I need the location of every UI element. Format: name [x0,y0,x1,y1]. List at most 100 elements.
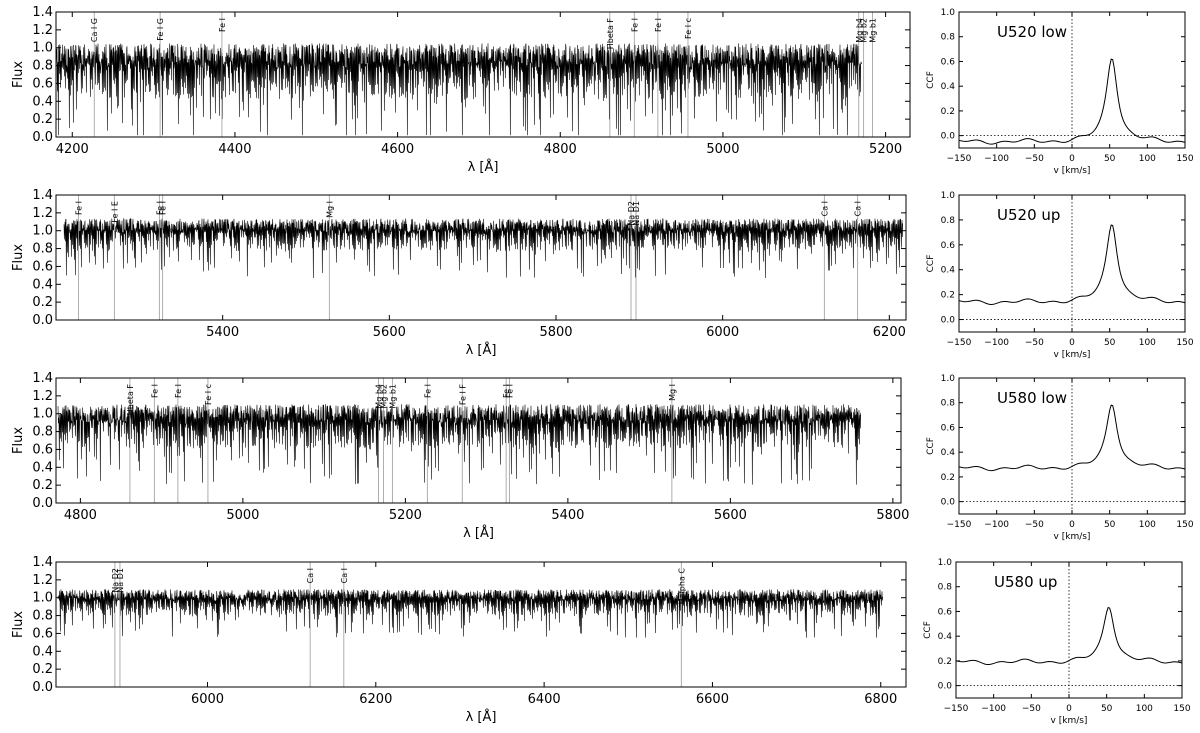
y-tick-label: 0.6 [941,423,956,433]
ccf-curve [955,606,1183,666]
x-tick-label: 6200 [873,325,906,340]
y-tick-label: 1.2 [32,206,53,221]
spectrum-line [55,43,862,136]
y-tick-label: 0.8 [941,216,956,226]
ccf-title: U520 low [997,23,1067,41]
x-tick-label: 6000 [706,325,739,340]
y-tick-label: 0.2 [32,662,53,677]
line-marker-label: Fe I c [684,18,693,39]
x-tick-label: 4600 [381,142,414,157]
y-tick-label: 0.4 [32,94,53,109]
line-marker-label: Mg b4 [375,384,384,409]
y-axis-label: CCF [926,71,936,89]
line-marker-label: Fe I [218,18,227,32]
x-tick-label: 5800 [539,325,572,340]
line-marker-label: Hbeta F [606,18,615,50]
line-marker-label: Halpha C [677,568,686,605]
x-tick-label: 6800 [864,692,897,707]
spectrum-line [57,588,883,638]
y-tick-label: 0.2 [941,473,955,483]
x-tick-label: −150 [947,520,972,530]
line-marker-label: Mg I [325,201,334,218]
y-tick-label: 0.0 [941,316,956,326]
x-tick-label: 150 [1176,520,1193,530]
x-tick-label: −100 [984,520,1009,530]
y-tick-label: 0.8 [32,609,53,624]
x-axis-label: v [km/s] [1051,716,1088,726]
x-tick-label: 4800 [64,508,97,523]
plot-frame [55,561,907,688]
line-marker-label: Ca I [820,201,829,216]
x-tick-label: 0 [1069,154,1075,164]
y-tick-label: 0.4 [32,460,53,475]
y-tick-label: 0.6 [32,442,53,457]
line-marker-label: Na D2 [627,201,636,226]
x-tick-label: 5600 [373,325,406,340]
line-marker-label: Fe I c [204,384,213,405]
x-axis-label: λ [Å] [466,342,497,358]
x-tick-label: 4200 [56,142,89,157]
line-marker-label: Fe I [159,201,168,215]
x-tick-label: 50 [1104,520,1116,530]
x-tick-label: 50 [1101,704,1113,714]
y-tick-label: 0.4 [32,644,53,659]
y-tick-label: 0.8 [32,425,53,440]
ccf-panel: −150 −100 −50 0 50 100 150 0.0 0.2 0.4 0.6 0.8 1.0 v … [926,191,1194,360]
y-axis-label: CCF [926,255,936,273]
x-tick-label: −100 [984,154,1009,164]
y-tick-label: 0.6 [32,626,53,641]
y-tick-label: 0.0 [938,682,953,692]
line-marker-label: Mg I [668,384,677,401]
x-axis-label: v [km/s] [1054,166,1091,176]
x-tick-label: 100 [1139,154,1156,164]
x-tick-label: 6600 [696,692,729,707]
x-tick-label: −100 [984,338,1009,348]
y-tick-label: 0.4 [941,266,956,276]
y-tick-label: 0.0 [32,313,53,328]
y-axis-label: Flux [11,611,26,638]
x-tick-label: −150 [947,154,972,164]
line-marker-label: Mg b4 [855,18,864,43]
x-tick-label: 100 [1139,520,1156,530]
ccf-title: U580 up [994,573,1057,591]
line-marker-label: Fe I [155,201,164,215]
x-tick-label: 5600 [714,508,747,523]
line-marker-label: Fe I [654,18,663,32]
line-marker-label: Fe I G [156,18,165,41]
y-tick-label: 0.2 [32,295,53,310]
y-tick-label: 1.4 [32,188,53,203]
y-tick-label: 1.0 [941,8,956,18]
ccf-curve [958,224,1186,305]
y-tick-label: 1.0 [941,191,956,201]
spectrum-line [63,217,903,279]
y-tick-label: 1.0 [941,374,956,384]
y-tick-label: 0.4 [941,82,956,92]
y-tick-label: 0.6 [941,57,956,67]
ccf-curve [958,404,1186,472]
ccf-panel: −150 −100 −50 0 50 100 150 0.0 0.2 0.4 0.6 0.8 1.0 v … [926,8,1194,176]
y-tick-label: 0.8 [941,33,956,43]
x-axis-label: λ [Å] [463,525,494,541]
y-tick-label: 0.0 [32,680,53,695]
y-tick-label: 0.2 [32,478,53,493]
ccf-panel: −150 −100 −50 0 50 100 150 0.0 0.2 0.4 0.6 0.8 1.0 v … [923,558,1191,726]
y-tick-label: 1.2 [32,573,53,588]
y-tick-label: 0.0 [32,130,53,145]
y-tick-label: 0.2 [941,107,955,117]
y-tick-label: 1.4 [32,371,53,386]
x-tick-label: 150 [1173,704,1190,714]
x-tick-label: 50 [1104,154,1116,164]
x-tick-label: 4800 [544,142,577,157]
y-axis-label: Flux [11,244,26,271]
spectrum-line [57,404,861,485]
x-tick-label: 6400 [528,692,561,707]
x-tick-label: −150 [944,704,969,714]
line-marker-label: Fe I E [110,201,119,223]
y-tick-label: 0.8 [32,242,53,257]
y-axis-label: Flux [11,427,26,454]
line-marker-label: Ca I [854,201,863,216]
x-tick-label: −50 [1025,338,1044,348]
y-tick-label: 1.0 [32,224,53,239]
